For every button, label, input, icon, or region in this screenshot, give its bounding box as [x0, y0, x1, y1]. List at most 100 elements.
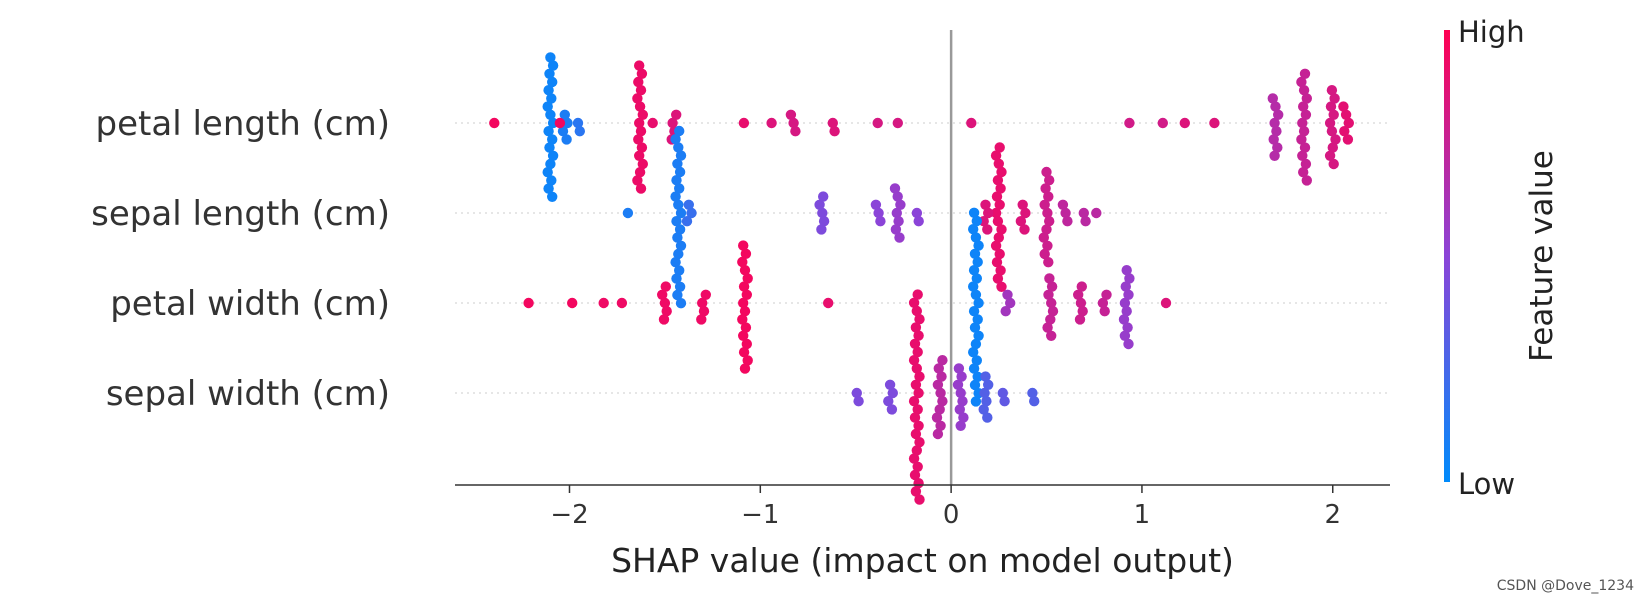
shap-point	[968, 224, 979, 235]
shap-point	[543, 183, 554, 194]
shap-point	[1270, 101, 1281, 112]
shap-point	[674, 125, 685, 137]
shap-point	[1019, 224, 1030, 235]
shap-point	[911, 363, 922, 374]
shap-point	[937, 396, 948, 407]
shap-point	[1299, 68, 1311, 80]
shap-point	[973, 330, 984, 341]
shap-point	[912, 289, 923, 300]
shap-point	[994, 248, 1005, 260]
shap-point	[1298, 126, 1310, 137]
shap-point	[658, 314, 670, 325]
shap-point	[1078, 207, 1090, 219]
shap-point	[971, 273, 982, 284]
shap-point	[968, 207, 980, 218]
shap-point	[1046, 281, 1058, 292]
colorbar-low-label: Low	[1458, 467, 1515, 501]
shap-point	[968, 265, 980, 276]
shap-point	[980, 371, 991, 382]
shap-point	[991, 257, 1003, 268]
shap-point	[958, 412, 969, 423]
shap-point	[598, 297, 609, 309]
shap-point	[935, 387, 946, 399]
shap-point	[657, 289, 668, 300]
shap-point	[674, 265, 685, 276]
shap-point	[1124, 273, 1135, 284]
x-tick-label: 1	[1134, 500, 1151, 530]
shap-point	[675, 207, 687, 219]
shap-point	[547, 60, 559, 71]
shap-point	[978, 404, 989, 415]
shap-point	[913, 216, 924, 227]
shap-point	[489, 117, 500, 129]
shap-point	[911, 305, 922, 317]
shap-point	[523, 297, 534, 309]
shap-point	[562, 117, 573, 129]
shap-point	[1296, 134, 1307, 145]
shap-point	[1268, 134, 1279, 145]
shap-point	[1041, 224, 1052, 235]
shap-point	[908, 453, 920, 464]
shap-point	[908, 297, 920, 308]
feature-label: petal length (cm)	[96, 104, 390, 144]
shap-point	[543, 85, 554, 96]
shap-point	[823, 297, 834, 309]
shap-point	[968, 363, 980, 374]
shap-point	[547, 150, 559, 161]
shap-point	[956, 371, 967, 382]
shap-point	[990, 207, 1002, 219]
shap-point	[891, 207, 902, 219]
shap-point	[892, 191, 903, 202]
shap-point	[675, 298, 687, 309]
shap-point	[914, 494, 925, 505]
shap-point	[1300, 158, 1312, 170]
shap-point	[738, 117, 750, 129]
shap-point	[1015, 216, 1027, 227]
shap-point	[1296, 76, 1307, 88]
shap-point	[673, 248, 684, 260]
shap-point	[1039, 248, 1050, 260]
shap-point	[1120, 281, 1132, 292]
shap-point	[873, 207, 884, 219]
shap-point	[632, 175, 643, 186]
shap-point	[886, 404, 898, 415]
shap-point	[983, 207, 994, 219]
shap-point	[909, 469, 921, 481]
shap-point	[971, 215, 982, 227]
shap-point	[738, 330, 749, 341]
shap-point	[672, 289, 683, 301]
shap-point	[635, 183, 647, 194]
shap-point	[1179, 117, 1191, 129]
shap-point	[982, 412, 993, 423]
shap-point	[817, 207, 828, 219]
shap-point	[738, 347, 750, 358]
shap-point	[634, 101, 646, 112]
shap-point	[674, 183, 685, 194]
shap-point	[545, 158, 556, 170]
shap-point	[766, 117, 777, 129]
shap-point	[1074, 314, 1086, 325]
shap-point	[997, 387, 1008, 399]
shap-point	[994, 199, 1005, 210]
shap-point	[616, 297, 628, 309]
shap-point	[981, 396, 992, 407]
shap-point	[742, 273, 753, 284]
shap-point	[636, 142, 648, 153]
shap-point	[973, 240, 984, 251]
shap-point	[955, 420, 966, 431]
feature-labels: petal length (cm) sepal length (cm) petal …	[91, 104, 390, 414]
shap-point	[1039, 199, 1050, 210]
shap-point	[1267, 93, 1279, 104]
shap-point	[1338, 101, 1349, 112]
feature-label: sepal length (cm)	[91, 194, 390, 234]
shap-point	[914, 314, 925, 325]
shap-point	[818, 191, 829, 202]
shap-point	[994, 142, 1005, 153]
shap-point	[1044, 175, 1055, 186]
shap-point	[875, 216, 886, 227]
shap-point	[1045, 314, 1056, 325]
shap-point	[1043, 289, 1054, 300]
shap-point	[542, 101, 553, 112]
shap-point	[1091, 207, 1102, 219]
